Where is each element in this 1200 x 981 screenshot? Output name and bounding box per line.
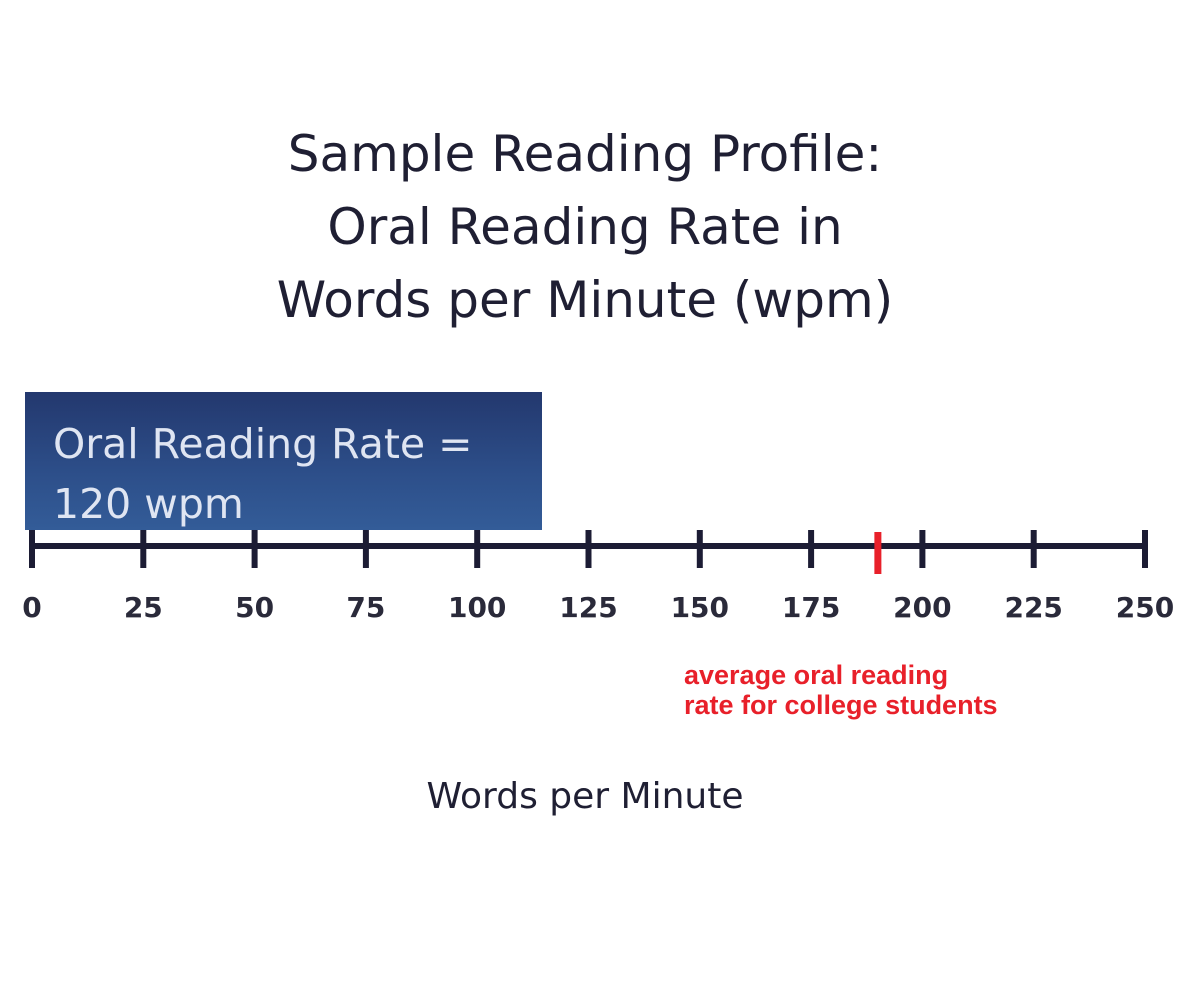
tick-label: 100 (448, 591, 506, 624)
title-line-2: Oral Reading Rate in (327, 198, 843, 256)
tick-label: 25 (124, 591, 163, 624)
marker-label-line-1: average oral reading (684, 660, 949, 690)
chart-title: Sample Reading Profile: Oral Reading Rat… (0, 118, 1170, 337)
tick-label: 175 (782, 591, 840, 624)
title-line-1: Sample Reading Profile: (287, 125, 883, 183)
tick-label: 225 (1004, 591, 1062, 624)
tick-label: 200 (893, 591, 951, 624)
bar-label-line-2: 120 wpm (53, 480, 244, 528)
title-line-3: Words per Minute (wpm) (276, 271, 894, 329)
tick-label: 250 (1116, 591, 1174, 624)
tick-label: 75 (346, 591, 385, 624)
tick-label: 50 (235, 591, 274, 624)
marker-annotation: average oral reading rate for college st… (684, 660, 998, 720)
bar-label-line-1: Oral Reading Rate = (53, 420, 473, 468)
marker-label-line-2: rate for college students (684, 690, 998, 720)
x-axis-label: Words per Minute (426, 776, 744, 817)
tick-label: 150 (671, 591, 729, 624)
oral-reading-rate-bar: Oral Reading Rate = 120 wpm (25, 392, 542, 530)
tick-label: 125 (559, 591, 617, 624)
tick-label: 0 (22, 591, 41, 624)
